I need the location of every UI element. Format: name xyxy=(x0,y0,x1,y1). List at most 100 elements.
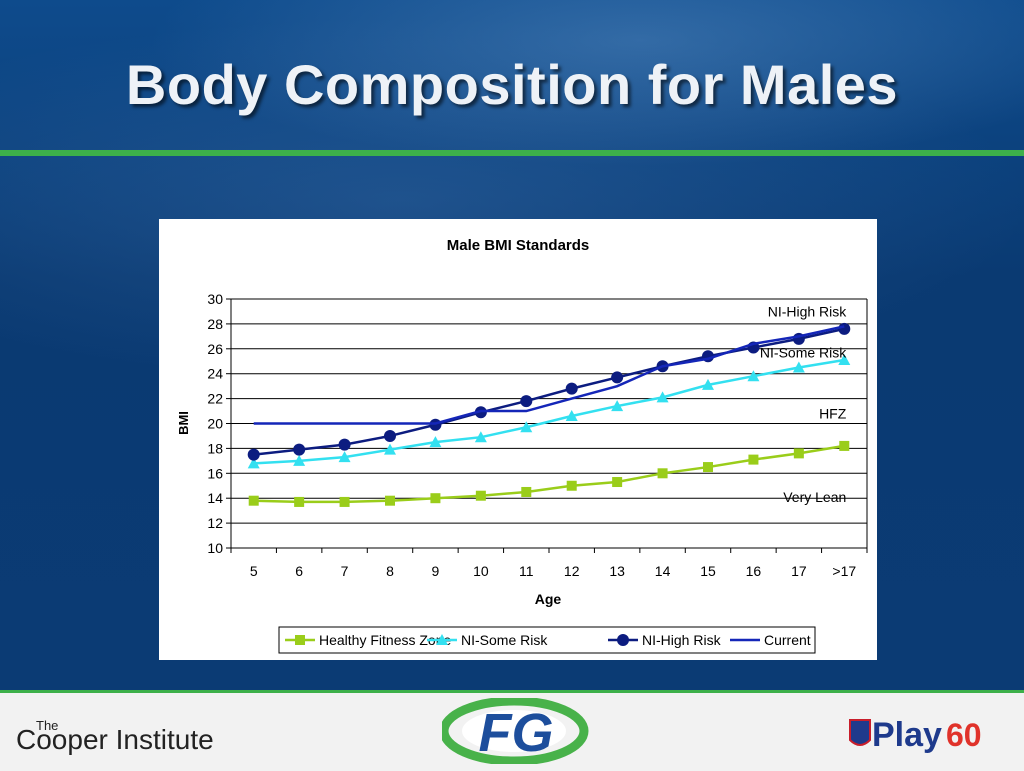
data-point-circle xyxy=(520,395,533,408)
data-point-circle xyxy=(565,382,578,395)
y-tick-label: 12 xyxy=(207,515,223,531)
series-line xyxy=(253,325,845,425)
x-tick-label: 5 xyxy=(250,563,258,579)
fg-logo-text: FG xyxy=(479,703,554,763)
data-point-square xyxy=(248,495,259,506)
x-tick-label: 14 xyxy=(655,563,671,579)
chart-gridlines xyxy=(230,298,868,549)
data-point-circle xyxy=(838,322,851,335)
legend-label: Current xyxy=(764,632,811,648)
series-current xyxy=(253,325,845,425)
x-axis-ticks: 5 6 7 8 9 10 11 12 13 14 15 16 17 >17 xyxy=(230,548,868,579)
legend-item: NI-High Risk xyxy=(608,632,722,648)
data-point-square xyxy=(566,480,577,491)
data-point-triangle xyxy=(429,436,442,448)
series-line xyxy=(253,327,845,456)
x-tick-label: 17 xyxy=(791,563,807,579)
x-tick-label: 12 xyxy=(564,563,580,579)
series-line xyxy=(253,444,845,504)
x-axis-label: Age xyxy=(535,591,562,607)
legend-item: Current xyxy=(730,632,811,648)
legend-item: Healthy Fitness Zone xyxy=(285,632,451,648)
data-point-square xyxy=(748,454,759,465)
x-tick-label: 7 xyxy=(341,563,349,579)
data-point-circle xyxy=(617,634,629,646)
fg-logo-swoosh-inner xyxy=(462,710,566,752)
data-point-triangle xyxy=(338,451,351,463)
x-tick-label: 13 xyxy=(609,563,625,579)
x-tick-label: 8 xyxy=(386,563,394,579)
cooper-logo-name: Cooper Institute xyxy=(16,724,214,755)
data-point-circle xyxy=(247,448,260,461)
data-point-circle xyxy=(611,371,624,384)
data-point-square xyxy=(793,448,804,459)
data-point-square xyxy=(703,462,713,473)
chart-annotations: NI-High Risk NI-Some Risk HFZ Very Lean xyxy=(760,303,847,505)
data-point-triangle xyxy=(792,361,805,373)
chart-annotation: NI-High Risk xyxy=(768,303,848,319)
legend-box xyxy=(278,626,816,654)
y-tick-label: 24 xyxy=(207,366,223,382)
fg-logo-swoosh-green xyxy=(442,698,589,764)
data-point-circle xyxy=(384,429,396,442)
chart-annotation: HFZ xyxy=(819,406,847,422)
data-point-triangle xyxy=(611,400,624,412)
data-point-triangle xyxy=(384,443,396,455)
play60-play-text: Play xyxy=(872,716,942,754)
chart-series xyxy=(247,322,851,507)
y-tick-label: 22 xyxy=(207,391,223,407)
y-tick-label: 14 xyxy=(207,490,223,506)
legend-label: NI-High Risk xyxy=(642,632,722,648)
x-tick-label: >17 xyxy=(832,563,856,579)
cooper-logo-the: The xyxy=(36,718,59,733)
legend-label: NI-Some Risk xyxy=(461,632,548,648)
y-axis-ticks: 10 12 14 16 18 20 22 24 26 28 30 xyxy=(207,291,231,556)
data-point-circle xyxy=(293,443,306,456)
slide-title: Body Composition for Males xyxy=(125,53,899,116)
data-point-triangle xyxy=(293,454,306,466)
data-point-square xyxy=(475,490,486,501)
data-point-triangle xyxy=(656,391,669,403)
chart-title: Male BMI Standards xyxy=(447,237,590,254)
data-point-square xyxy=(295,635,305,645)
y-tick-label: 26 xyxy=(207,341,223,357)
data-point-triangle xyxy=(747,370,760,382)
bmi-line-chart: Male BMI Standards 10 12 14 16 18 20 22 24 26 28 3… xyxy=(176,237,868,654)
x-tick-label: 6 xyxy=(295,563,303,579)
y-tick-label: 28 xyxy=(207,316,223,332)
data-point-triangle xyxy=(436,634,448,645)
data-point-square xyxy=(612,477,623,488)
data-point-triangle xyxy=(247,457,260,469)
chart-annotation: NI-Some Risk xyxy=(760,345,847,361)
x-tick-label: 16 xyxy=(746,563,762,579)
chart-annotation: Very Lean xyxy=(783,489,846,505)
x-tick-label: 11 xyxy=(519,563,534,579)
data-point-triangle xyxy=(520,421,533,433)
legend-item: NI-Some Risk xyxy=(427,632,548,648)
y-tick-label: 18 xyxy=(207,440,223,456)
series-line xyxy=(253,358,845,465)
play60-number-text: 60 xyxy=(946,717,982,753)
x-tick-label: 15 xyxy=(700,563,716,579)
data-point-square xyxy=(521,486,532,497)
data-point-triangle xyxy=(702,378,714,390)
data-point-square xyxy=(294,496,305,507)
data-point-square xyxy=(339,496,350,507)
data-point-square xyxy=(385,495,395,506)
fitnessgram-logo: FG xyxy=(442,698,589,764)
y-tick-label: 16 xyxy=(207,465,223,481)
x-tick-label: 10 xyxy=(473,563,489,579)
x-tick-label: 9 xyxy=(432,563,440,579)
y-axis-label: BMI xyxy=(176,411,191,435)
title-divider xyxy=(0,150,1024,156)
series-ni-some-risk xyxy=(247,354,851,469)
data-point-square xyxy=(430,493,441,504)
data-point-triangle xyxy=(565,410,578,422)
data-point-triangle xyxy=(838,354,851,366)
series-healthy-fitness-zone xyxy=(248,440,850,507)
legend-label: Healthy Fitness Zone xyxy=(319,632,451,648)
y-tick-label: 30 xyxy=(207,291,223,307)
chart-legend: Healthy Fitness Zone NI-Some Risk NI-High … xyxy=(278,626,816,654)
chart-panel: Male BMI Standards 10 12 14 16 18 20 22 24 26 28 3… xyxy=(159,219,877,660)
data-point-square xyxy=(839,440,850,451)
